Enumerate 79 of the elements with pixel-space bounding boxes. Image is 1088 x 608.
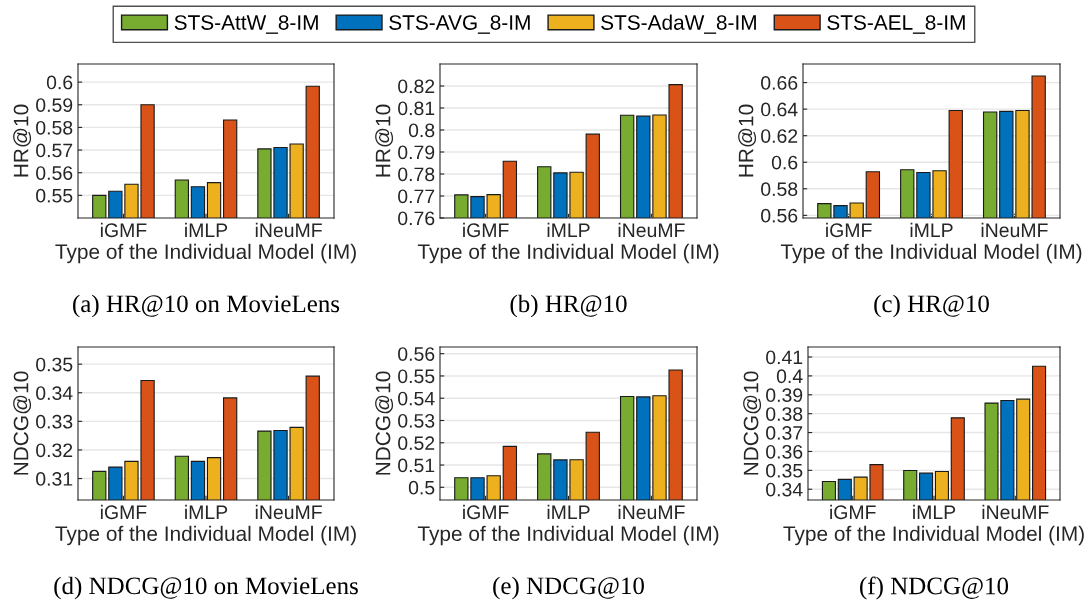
x-tick-label: iMLP [547,504,590,519]
x-tick-label: iGMF [826,222,872,238]
text: (f) NDCG@10 [860,576,1009,600]
y-tick-label: 0.78 [398,167,435,182]
y-tick-label: 0.76 [398,211,435,226]
x-axis-title: Type of the Individual Model (IM) [55,525,356,546]
y-tick-label: 0.56 [761,208,798,223]
x-axis-title: Type of the Individual Model (IM) [417,243,719,264]
y-axis-title: NDCG@10 [13,371,32,475]
y-tick-label: 0.32 [36,443,73,458]
y-tick-label: 0.55 [398,369,435,384]
y-tick-label: 0.56 [36,166,73,180]
y-tick-label: 0.51 [398,458,435,473]
y-tick-label: 0.64 [761,102,798,117]
x-axis-title: Type of the Individual Model (IM) [783,525,1084,546]
x-tick-label: iNeuMF [618,504,685,520]
x-tick-label: iMLP [910,222,953,237]
legend-label: STS-AttW_8-IM [174,15,318,34]
y-tick-label: 0.34 [36,386,73,400]
x-tick-label: iNeuMF [618,222,685,238]
text: (d) NDCG@10 on MovieLens [54,576,358,600]
y-tick-label: 0.56 [398,347,435,361]
text: (e) NDCG@10 [493,576,644,600]
y-tick-label: 0.33 [36,414,73,429]
y-tick-label: 0.81 [398,101,435,116]
y-tick-label: 0.4 [776,369,803,384]
x-tick-label: iGMF [830,504,876,520]
x-tick-label: iMLP [547,222,590,237]
y-axis-title: HR@10 [13,104,32,177]
y-axis-title: NDCG@10 [743,371,762,475]
y-tick-label: 0.34 [766,482,803,497]
y-tick-label: 0.31 [36,472,73,486]
y-tick-label: 0.53 [398,413,435,428]
x-tick-label: iMLP [185,222,228,237]
legend-label: STS-AEL_8-IM [827,15,965,34]
y-tick-label: 0.55 [36,188,73,203]
legend-label: STS-AdaW_8-IM [601,14,756,34]
x-axis-title: Type of the Individual Model (IM) [417,525,719,546]
text: (b) HR@10 [510,294,627,318]
text: (c) HR@10 [874,294,989,318]
y-tick-label: 0.35 [36,357,73,372]
y-tick-label: 0.41 [766,350,803,365]
x-tick-label: iMLP [913,504,956,519]
y-tick-label: 0.36 [766,444,803,459]
y-tick-label: 0.77 [398,189,435,204]
y-tick-label: 0.8 [408,123,435,138]
y-tick-label: 0.6 [46,75,73,90]
x-tick-label: iGMF [100,222,147,238]
x-tick-label: iGMF [100,504,147,520]
x-tick-label: iGMF [463,504,509,520]
y-tick-label: 0.37 [766,426,803,440]
legend-label: STS-AVG_8-IM [389,15,530,34]
x-tick-label: iMLP [185,504,228,519]
y-tick-label: 0.58 [761,182,798,197]
text: (a) HR@10 on MovieLens [73,294,340,318]
y-tick-label: 0.52 [398,436,435,450]
x-axis-title: Type of the Individual Model (IM) [55,243,356,264]
y-tick-label: 0.79 [398,145,435,160]
y-tick-label: 0.62 [761,129,798,143]
y-axis-title: HR@10 [738,104,757,177]
y-tick-label: 0.35 [766,463,803,478]
y-tick-label: 0.57 [36,143,73,158]
y-tick-label: 0.59 [36,98,73,112]
y-tick-label: 0.54 [398,391,435,406]
x-tick-label: iNeuMF [255,222,322,238]
x-tick-label: iNeuMF [981,222,1048,238]
x-axis-title: Type of the Individual Model (IM) [780,243,1082,264]
y-tick-label: 0.66 [761,76,798,90]
y-tick-label: 0.82 [398,79,435,94]
x-tick-label: iNeuMF [982,504,1049,520]
x-tick-label: iGMF [463,222,509,238]
y-tick-label: 0.38 [766,407,803,421]
y-tick-label: 0.58 [36,120,73,135]
y-tick-label: 0.5 [408,480,435,495]
y-tick-label: 0.39 [766,388,803,403]
y-tick-label: 0.6 [771,155,798,170]
y-axis-title: HR@10 [375,104,394,177]
y-axis-title: NDCG@10 [375,371,394,475]
x-tick-label: iNeuMF [255,504,322,520]
